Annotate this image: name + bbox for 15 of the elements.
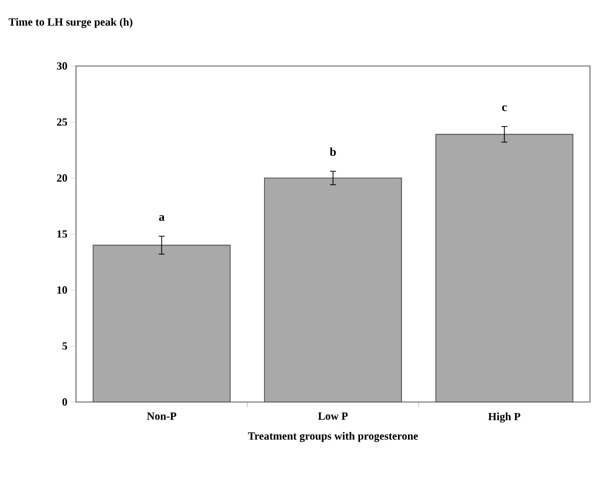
y-tick-label: 5 [62,342,68,350]
y-tick-label: 10 [57,286,68,294]
x-tick-label: Non-P [146,412,176,420]
y-axis-title: Time to LH surge peak (h) [8,18,132,28]
x-tick-label: High P [488,412,520,423]
y-tick-label: 20 [56,174,68,182]
y-tick-label: 30 [56,62,68,70]
y-tick-label: 0 [62,398,68,406]
y-tick-label: 15 [57,230,68,238]
annotation: b [330,147,336,156]
annotation: c [502,105,507,112]
y-tick-label: 25 [56,118,68,126]
x-tick-label: Low P [318,412,348,420]
x-axis-title: Treatment groups with progesterone [248,432,418,442]
annotation: a [159,215,164,221]
